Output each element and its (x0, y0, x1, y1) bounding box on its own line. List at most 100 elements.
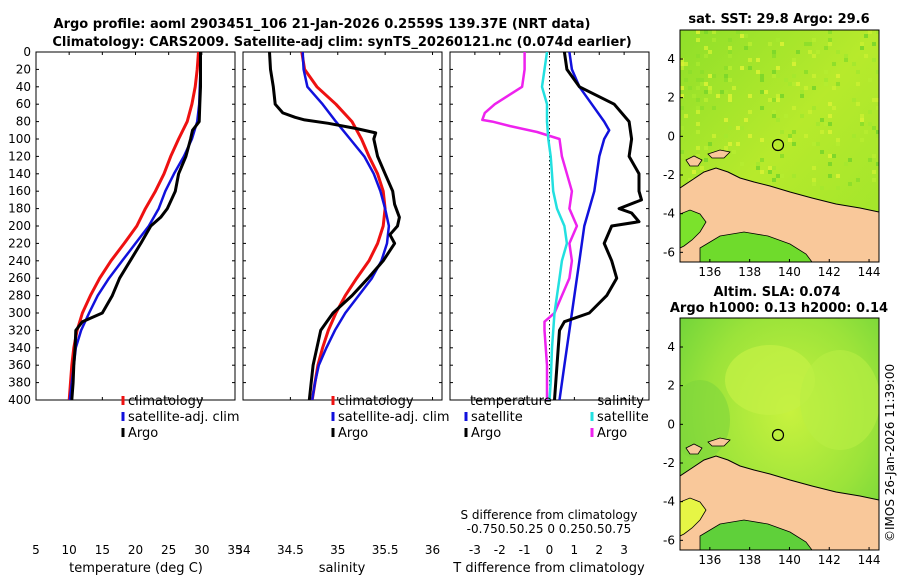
map-y-tick-label: -6 (663, 245, 675, 259)
sst-pixel (696, 98, 700, 102)
sst-pixel (736, 142, 740, 146)
sst-pixel (776, 98, 780, 102)
sst-pixel (852, 98, 856, 102)
depth-tick-label: 100 (8, 132, 31, 146)
series-line-argo (70, 52, 202, 400)
sst-pixel (848, 158, 852, 162)
sst-pixel (744, 46, 748, 50)
depth-tick-label: 80 (16, 115, 31, 129)
series-line-s-argo (481, 52, 579, 400)
x-tick-label: -1 (519, 543, 531, 557)
sst-pixel (728, 78, 732, 82)
sst-pixel (872, 126, 876, 130)
sla-southern-sea (699, 519, 813, 550)
sst-pixel (796, 50, 800, 54)
sst-pixel (736, 126, 740, 130)
sst-pixel (724, 66, 728, 70)
temperature-x-tick-labels: 5 10 15 20 25 30 35 (32, 543, 242, 557)
sst-pixel (852, 62, 856, 66)
sla-high-1 (725, 345, 815, 415)
sla-map-title-line1: Altim. SLA: 0.074 (714, 285, 841, 300)
map-y-tick-label: 2 (667, 91, 675, 105)
difference-xlabel: T difference from climatology (452, 561, 645, 576)
sst-pixel (772, 178, 776, 182)
sst-pixel (712, 74, 716, 78)
sst-pixel (820, 150, 824, 154)
x-tick-label: 0 (546, 543, 554, 557)
legend-satellite-label: satellite-adj. clim (128, 410, 240, 425)
sst-pixel (776, 94, 780, 98)
sst-pixel (748, 110, 752, 114)
sst-pixel (852, 134, 856, 138)
map-y-tick-label: 0 (667, 417, 675, 431)
sst-map-frame (679, 29, 880, 263)
sla-map-ticks: 136 138 140 142 144 4 2 0 -2 -4 -6 (663, 340, 880, 567)
sst-pixel (700, 106, 704, 110)
x-tick-label: 10 (62, 543, 77, 557)
sst-pixel (780, 94, 784, 98)
sst-pixel (812, 166, 816, 170)
legend-temperature-title: temperature (470, 394, 552, 409)
sst-pixel (868, 110, 872, 114)
map-x-tick-label: 144 (858, 553, 881, 567)
sst-pixel (808, 110, 812, 114)
sst-pixel (680, 154, 684, 158)
sst-pixel (724, 78, 728, 82)
imos-watermark: ©IMOS 26-Jan-2026 11:39:00 (883, 364, 897, 542)
sst-pixel (680, 62, 684, 66)
x-tick-label: 2 (595, 543, 603, 557)
sst-pixel (776, 174, 780, 178)
x-tick-label: 15 (95, 543, 110, 557)
sst-pixel (828, 42, 832, 46)
map-x-tick-label: 138 (738, 553, 761, 567)
sst-pixel (708, 90, 712, 94)
x-tick-label: 30 (194, 543, 209, 557)
map-y-tick-label: 4 (667, 52, 675, 66)
sst-pixel (768, 170, 772, 174)
sla-high-2 (800, 350, 879, 450)
x-tick-label: 5 (32, 543, 40, 557)
sst-pixel (876, 106, 879, 110)
depth-tick-labels: 0 20 40 60 80 100 120 140 160 180 200 220 240 260 280 3… (8, 45, 31, 407)
map-y-tick-label: -4 (663, 207, 675, 221)
depth-tick-label: 180 (8, 202, 31, 216)
axis-tick-marks (35, 51, 649, 401)
x-tick-label: -2 (494, 543, 506, 557)
sst-pixel (684, 114, 688, 118)
sst-pixel (680, 126, 684, 130)
sst-pixel (872, 170, 876, 174)
sst-pixel (864, 34, 868, 38)
sst-pixel (704, 46, 708, 50)
sst-pixel (728, 54, 732, 58)
sst-pixel (836, 50, 840, 54)
sst-pixel (808, 42, 812, 46)
salinity-xlabel: salinity (319, 561, 366, 576)
sst-pixel (700, 78, 704, 82)
sst-pixel (784, 114, 788, 118)
sst-pixel (740, 34, 744, 38)
sst-pixel (740, 162, 744, 166)
sst-pixel (760, 90, 764, 94)
difference-x-tick-labels: -3 -2 -1 0 1 2 3 (469, 543, 628, 557)
legend-s-argo-label: Argo (338, 426, 368, 441)
sst-pixel (872, 154, 876, 158)
sst-pixel (864, 54, 868, 58)
sst-pixel (696, 122, 700, 126)
sst-pixel (780, 42, 784, 46)
sst-pixel (772, 74, 776, 78)
sst-map-ticks: 136 138 140 142 144 4 2 0 -2 -4 -6 (663, 52, 880, 279)
sst-pixel (792, 58, 796, 62)
sst-pixel (740, 66, 744, 70)
sst-pixel (788, 134, 792, 138)
sst-pixel (868, 30, 872, 34)
sst-pixel (848, 182, 852, 186)
sst-pixel (836, 142, 840, 146)
sst-pixel (712, 38, 716, 42)
sst-pixel (688, 178, 692, 182)
sst-pixel (792, 106, 796, 110)
salinity-series (268, 52, 401, 400)
sst-pixel (756, 162, 760, 166)
map-x-tick-label: 138 (738, 265, 761, 279)
sst-pixel (680, 150, 684, 154)
sst-pixel (872, 42, 876, 46)
